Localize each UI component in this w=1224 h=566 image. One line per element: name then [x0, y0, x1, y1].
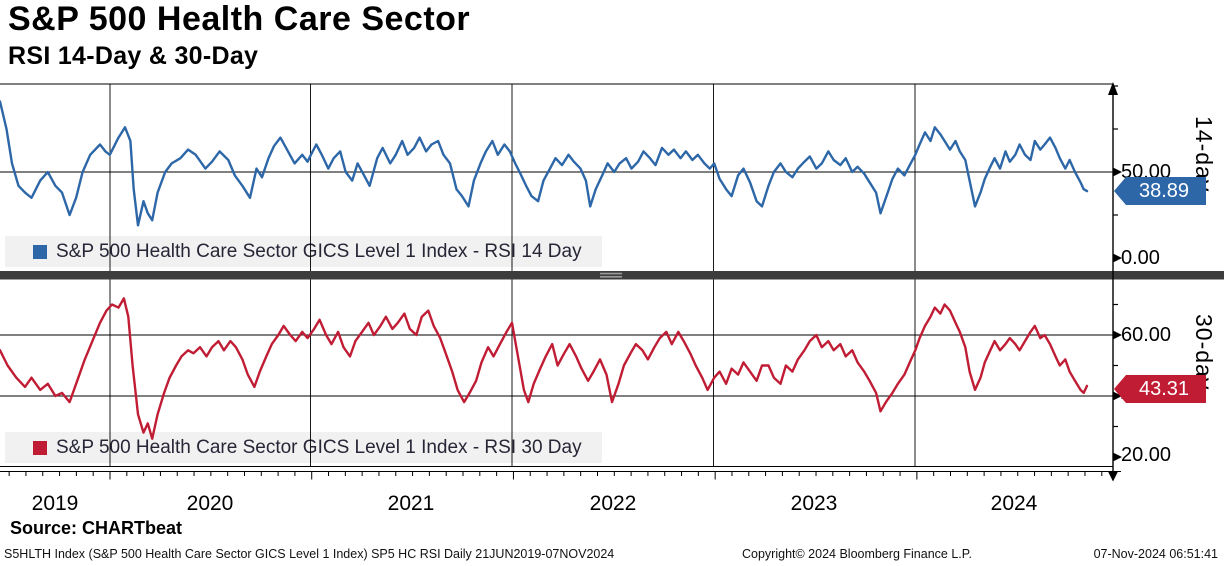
gridlines	[0, 83, 1121, 472]
rsi30-ytick-60: 60.00	[1121, 324, 1172, 346]
xtick-2023: 2023	[790, 492, 838, 515]
legend-rsi14[interactable]: S&P 500 Health Care Sector GICS Level 1 …	[5, 236, 602, 267]
rsi14-legend-swatch	[33, 244, 47, 259]
panel-separator	[0, 271, 1224, 280]
source-line: Source: CHARTbeat	[10, 518, 183, 538]
rsi30-ytick-20: 20.00	[1121, 444, 1172, 466]
rsi30-legend-swatch	[33, 440, 47, 455]
xtick-2024: 2024	[990, 492, 1038, 515]
separator-drag-handle[interactable]	[600, 272, 622, 278]
rsi14-legend-label: S&P 500 Health Care Sector GICS Level 1 …	[56, 240, 582, 262]
footnote-copyright: Copyright© 2024 Bloomberg Finance L.P.	[742, 547, 972, 561]
xtick-2021: 2021	[387, 492, 435, 515]
right-axis	[1108, 82, 1122, 482]
chart-subtitle: RSI 14-Day & 30-Day	[8, 42, 259, 70]
rsi30-legend-label: S&P 500 Health Care Sector GICS Level 1 …	[56, 436, 582, 458]
x-axis-month-ticks	[8, 471, 1103, 480]
legend-rsi30[interactable]: S&P 500 Health Care Sector GICS Level 1 …	[5, 432, 602, 463]
rsi30-series-line	[0, 297, 1089, 440]
rsi30-last-value-tag: 43.31	[1114, 375, 1206, 403]
xtick-2019: 2019	[31, 492, 79, 515]
page-title: S&P 500 Health Care Sector	[8, 0, 471, 38]
xtick-2022: 2022	[589, 492, 637, 515]
xtick-2020: 2020	[186, 492, 234, 515]
footnote-index-description: S5HLTH Index (S&P 500 Health Care Sector…	[4, 547, 615, 561]
rsi14-last-value-tag: 38.89	[1114, 177, 1206, 205]
rsi14-series-line	[0, 100, 1089, 227]
rsi14-ytick-0: 0.00	[1121, 247, 1160, 269]
footnote-timestamp: 07-Nov-2024 06:51:41	[1093, 547, 1218, 561]
